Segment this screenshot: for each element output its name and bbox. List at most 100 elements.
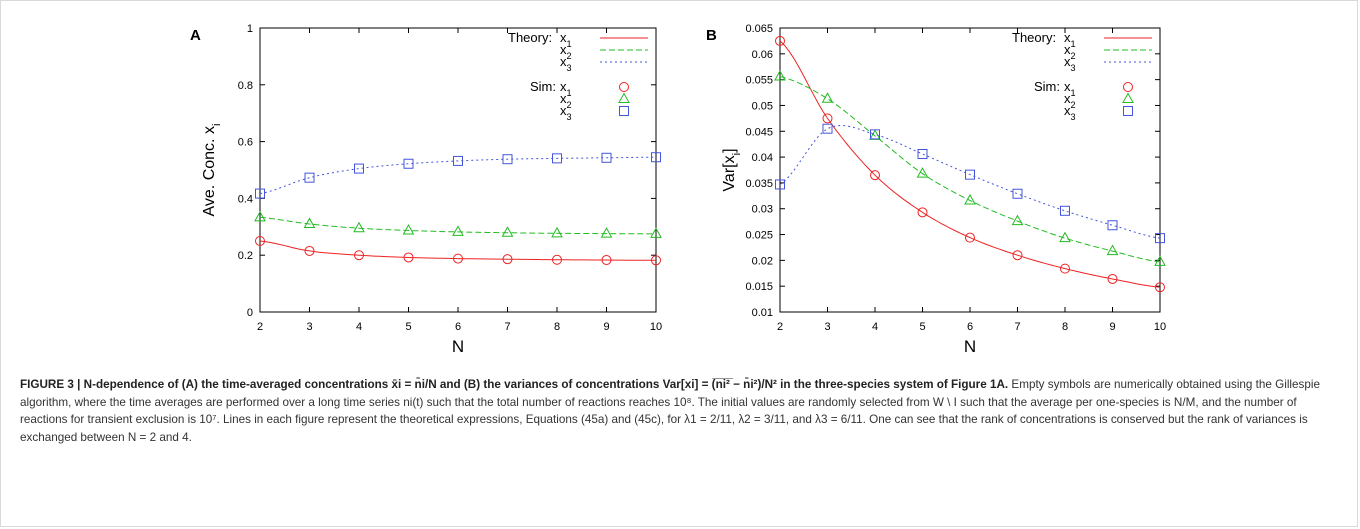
sim-point-x1: [917, 207, 928, 218]
legend-theory-label: Theory:: [508, 30, 552, 45]
sim-point-x3: [822, 123, 833, 134]
plot-frame: [259, 27, 657, 313]
sim-point-x3: [651, 152, 661, 163]
sim-point-x2: [650, 227, 662, 238]
sim-point-x3: [917, 148, 928, 159]
x-tick-label: 4: [356, 321, 362, 333]
legend-theory-entry: x1: [1064, 30, 1076, 49]
x-tick-label: 8: [554, 321, 560, 333]
sim-point-x3: [453, 155, 463, 166]
legend-marker-x2: [618, 92, 630, 103]
sim-point-x3: [1155, 233, 1165, 244]
y-tick-label: 0.2: [238, 250, 253, 262]
y-tick-label: 0.05: [752, 100, 773, 112]
x-tick-label: 2: [257, 321, 263, 333]
x-tick-label: 5: [919, 321, 925, 333]
sim-point-x2: [551, 226, 563, 238]
y-tick-label: 0.06: [752, 49, 773, 61]
x-tick-label: 3: [824, 321, 830, 333]
sim-point-x3: [502, 154, 513, 165]
legend-theory-label: Theory:: [1012, 30, 1056, 45]
sim-point-x3: [1107, 220, 1118, 231]
sim-point-x2: [1011, 214, 1024, 226]
sim-point-x3: [601, 152, 612, 163]
sim-point-x2: [254, 210, 266, 222]
y-tick-label: 0.04: [752, 152, 773, 164]
sim-point-x2: [1106, 244, 1119, 256]
sim-point-x3: [965, 169, 975, 180]
sim-point-x2: [353, 221, 365, 233]
panel-label: A: [190, 27, 201, 44]
caption-lead: FIGURE 3 | N-dependence of (A) the time-…: [20, 378, 1009, 391]
sim-point-x2: [964, 193, 976, 205]
figure-charts: 0 0.2 0.4 0.6 0.8 1 2 3 4 5 6 7 8 9 10 A N Ave. Conc. xi T…: [190, 23, 1166, 356]
y-tick-label: 0.025: [745, 230, 773, 242]
sim-point-x2: [501, 226, 514, 237]
x-tick-label: 4: [872, 321, 878, 333]
y-tick-label: 0.8: [238, 80, 253, 92]
x-tick-label: 9: [1109, 321, 1115, 333]
sim-point-x1: [1107, 273, 1118, 284]
sim-point-x2: [303, 217, 316, 228]
sim-point-x3: [304, 172, 315, 183]
legend-theory-entry: x3: [560, 54, 572, 73]
x-tick-label: 6: [967, 321, 973, 333]
x-tick-label: 6: [455, 321, 461, 333]
sim-point-x2: [821, 92, 834, 103]
y-tick-label: 0: [247, 307, 253, 319]
y-tick-label: 1: [247, 23, 253, 35]
legend-theory-entry: x2: [560, 42, 572, 61]
sim-point-x1: [651, 255, 661, 266]
x-tick-label: 10: [650, 321, 662, 333]
figure-caption: FIGURE 3 | N-dependence of (A) the time-…: [20, 376, 1338, 446]
x-axis-label: N: [964, 337, 976, 356]
legend-theory-entry: x1: [560, 30, 572, 49]
sim-point-x1: [1060, 263, 1070, 274]
y-axis-label: Var[xi]: [721, 148, 743, 191]
sim-point-x2: [600, 227, 613, 238]
theory-line-x3: [259, 156, 657, 195]
y-tick-label: 0.02: [752, 255, 773, 267]
sim-point-x2: [402, 223, 415, 235]
sim-point-x3: [775, 179, 785, 190]
x-tick-label: 2: [777, 321, 783, 333]
x-tick-label: 5: [405, 321, 411, 333]
sim-point-x1: [775, 35, 785, 46]
legend-marker-x2: [1122, 92, 1134, 103]
sim-point-x1: [822, 113, 833, 124]
legend-marker-x1: [1123, 82, 1133, 92]
sim-point-x2: [916, 167, 929, 178]
sim-point-x1: [965, 232, 975, 243]
y-tick-label: 0.045: [745, 126, 773, 138]
sim-point-x2: [774, 70, 786, 81]
sim-point-x3: [1060, 205, 1070, 216]
sim-point-x3: [354, 163, 364, 174]
sim-point-x3: [552, 153, 562, 164]
x-tick-label: 8: [1062, 321, 1068, 333]
sim-point-x3: [1012, 188, 1023, 199]
panel-label: B: [706, 27, 717, 44]
sim-point-x1: [354, 250, 364, 261]
legend-marker-x3: [1123, 106, 1133, 116]
y-tick-label: 0.065: [745, 23, 773, 35]
legend-marker-x3: [619, 106, 629, 116]
sim-point-x3: [870, 129, 880, 140]
legend-sim-entry: x1: [560, 79, 572, 98]
y-tick-label: 0.01: [752, 307, 773, 319]
theory-line-x1: [779, 40, 1161, 288]
sim-point-x2: [1154, 255, 1166, 266]
x-tick-label: 7: [504, 321, 510, 333]
theory-line-x2: [259, 216, 656, 235]
theory-line-x2: [779, 76, 1161, 263]
legend-sim-entry: x2: [560, 91, 572, 110]
legend-theory-entry: x2: [1064, 42, 1076, 61]
legend-marker-x1: [619, 82, 629, 92]
legend-sim-label: Sim:: [1034, 79, 1060, 94]
theory-line-x3: [779, 124, 1161, 239]
sim-point-x1: [552, 254, 562, 265]
x-tick-label: 7: [1014, 321, 1020, 333]
y-tick-label: 0.035: [745, 178, 773, 190]
y-tick-label: 0.055: [745, 75, 773, 87]
y-tick-label: 0.03: [752, 204, 773, 216]
